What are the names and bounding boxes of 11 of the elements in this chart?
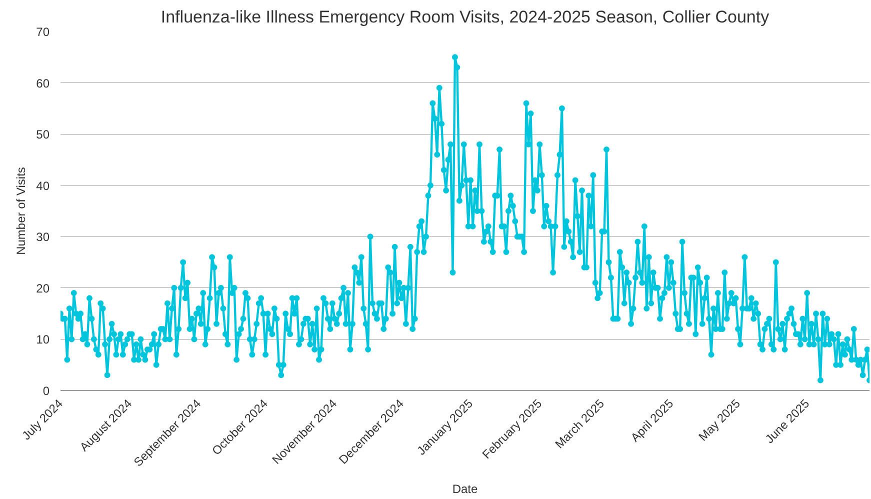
y-tick-label: 50 (36, 128, 50, 142)
y-tick-label: 10 (36, 332, 50, 347)
y-tick-label: 70 (36, 25, 50, 39)
x-axis-title: Date (452, 482, 478, 496)
y-tick-label: 20 (36, 281, 50, 296)
y-tick-label: 60 (36, 76, 50, 90)
y-tick-label: 0 (42, 384, 50, 398)
chart-title: Influenza-like Illness Emergency Room Visits, 2024-2025 Season, Collier County (160, 8, 770, 26)
y-axis-title: Number of Visits (14, 167, 28, 255)
y-tick-label: 40 (36, 178, 50, 193)
y-tick-label: 30 (36, 230, 50, 244)
